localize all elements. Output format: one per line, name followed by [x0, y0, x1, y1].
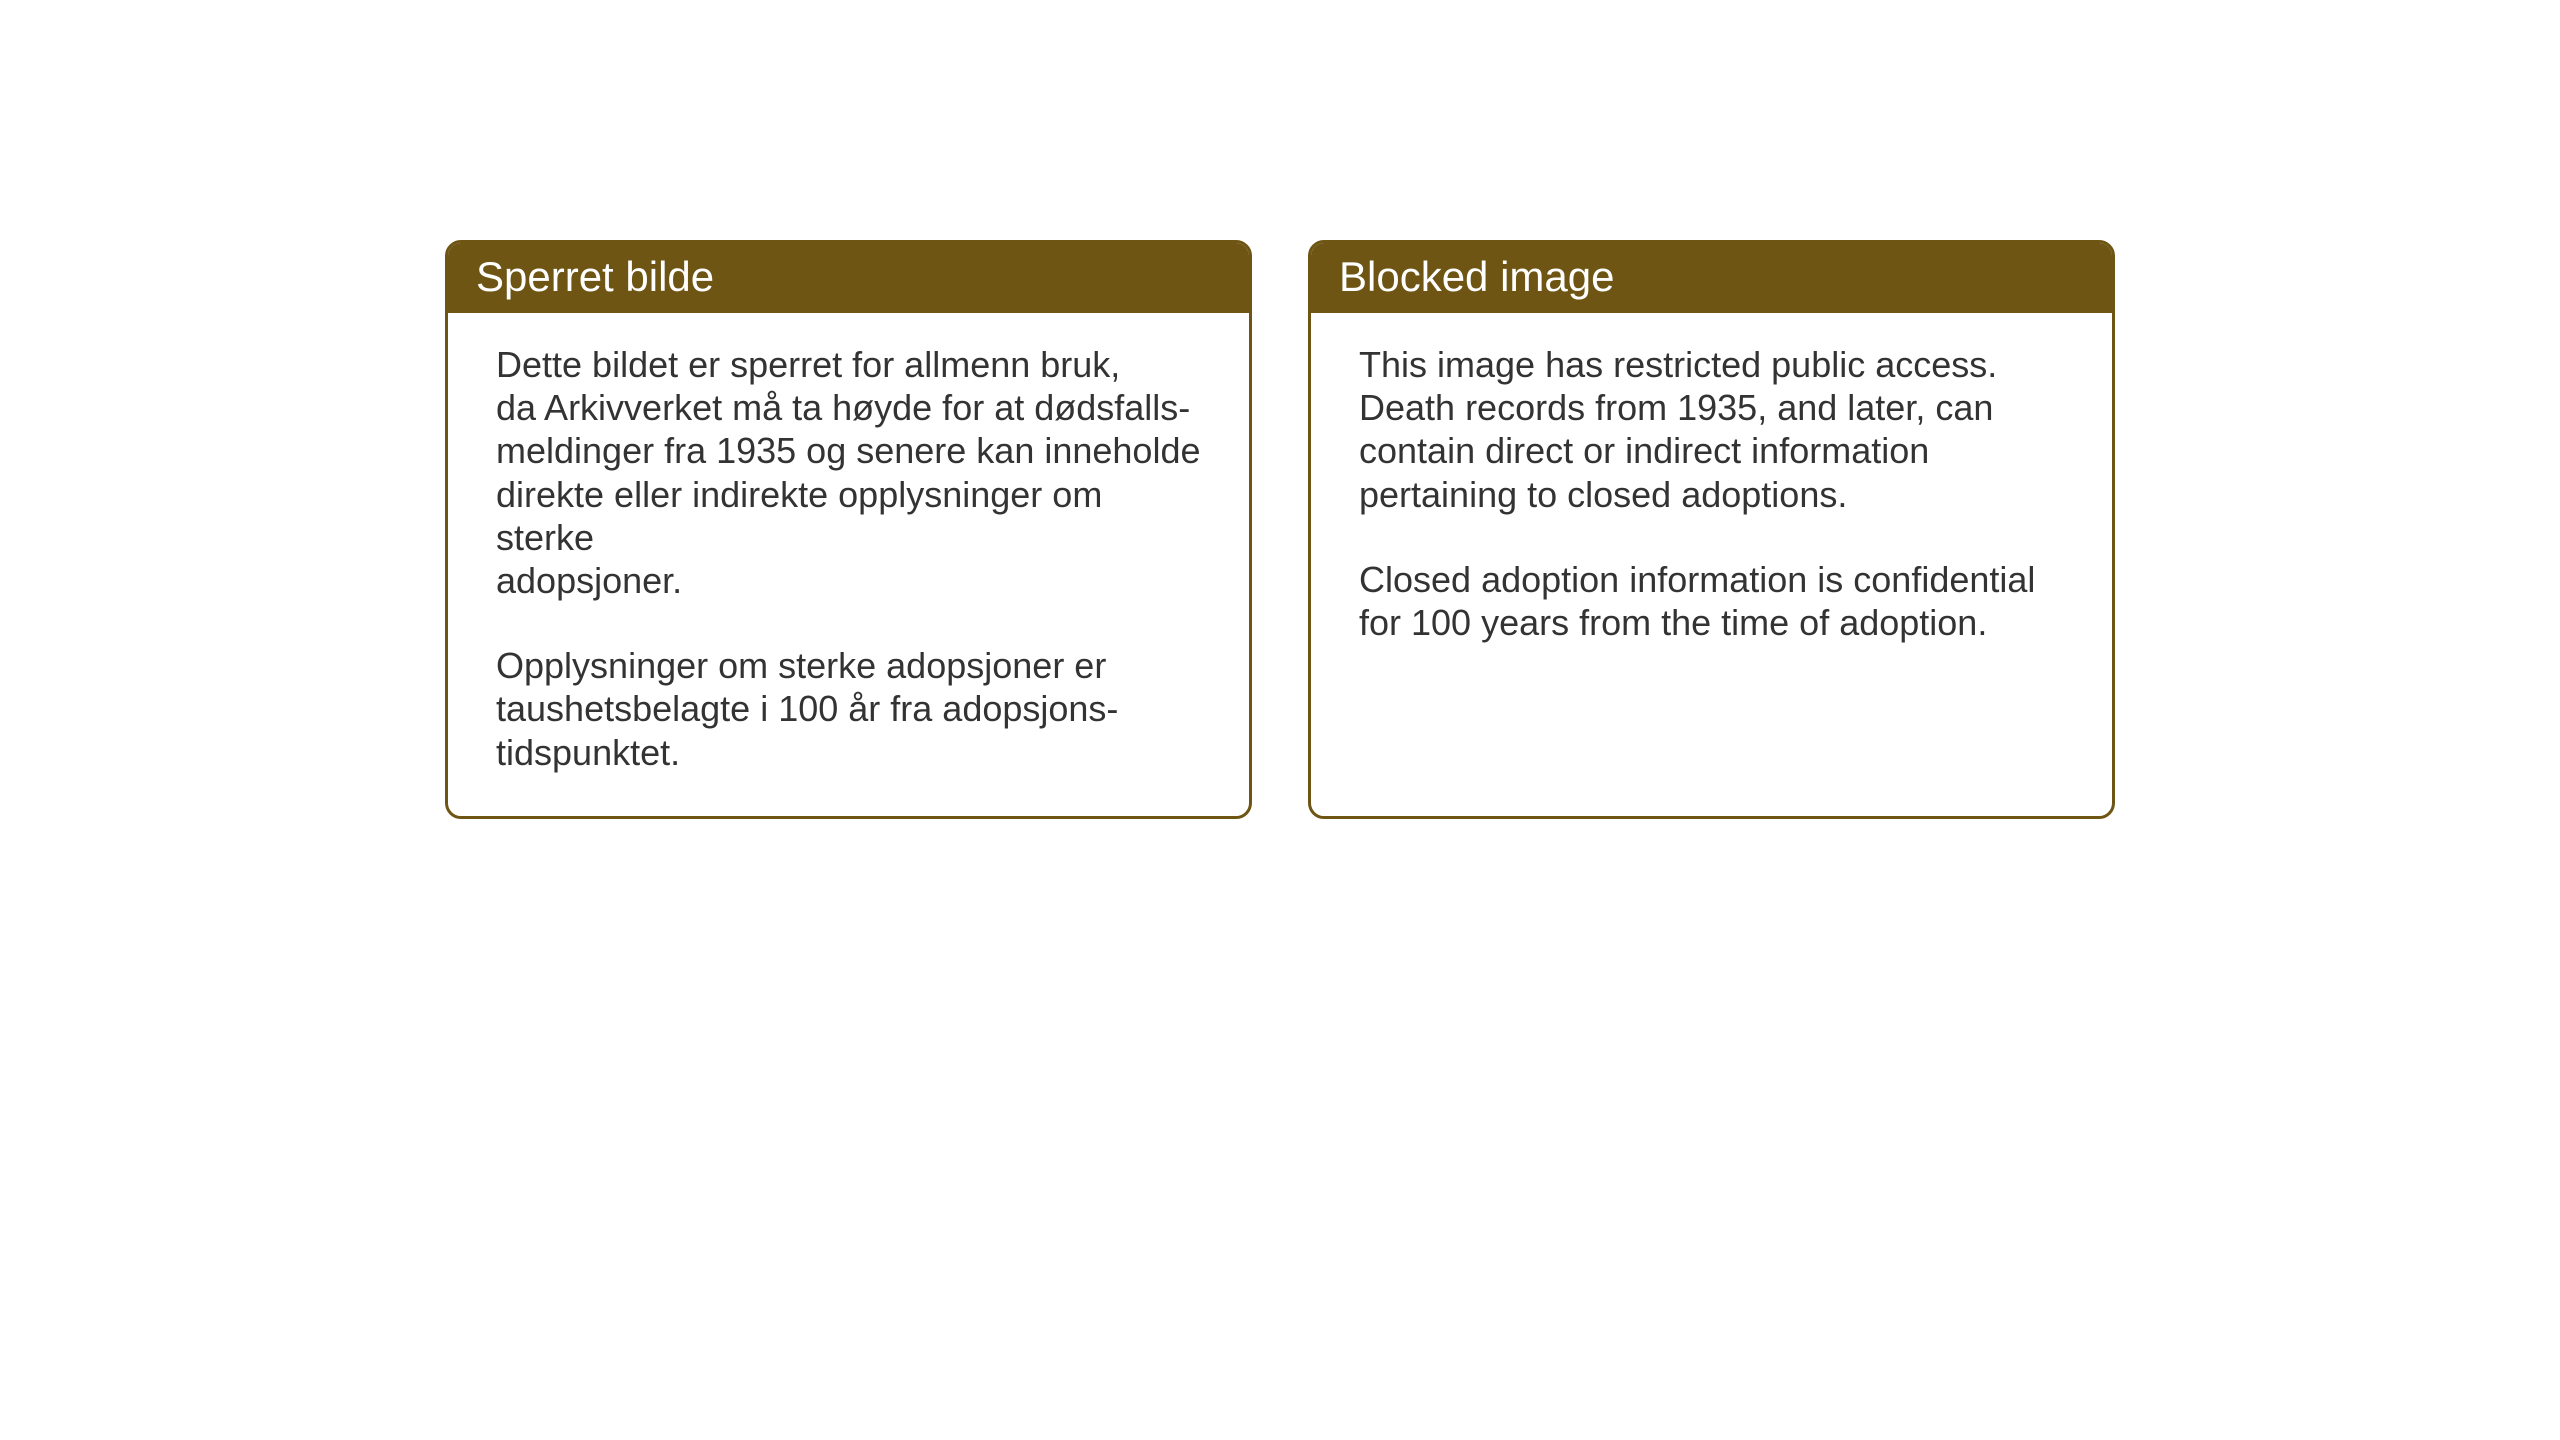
text-line: adopsjoner.: [496, 560, 682, 601]
english-paragraph-1: This image has restricted public access.…: [1359, 343, 2064, 516]
norwegian-paragraph-2: Opplysninger om sterke adopsjoner er tau…: [496, 644, 1201, 774]
text-line: da Arkivverket må ta høyde for at dødsfa…: [496, 387, 1190, 428]
english-card-header: Blocked image: [1311, 243, 2112, 313]
english-card-body: This image has restricted public access.…: [1311, 313, 2112, 686]
english-card: Blocked image This image has restricted …: [1308, 240, 2115, 819]
norwegian-card: Sperret bilde Dette bildet er sperret fo…: [445, 240, 1252, 819]
text-line: tidspunktet.: [496, 732, 680, 773]
text-line: This image has restricted public access.: [1359, 344, 1997, 385]
text-line: for 100 years from the time of adoption.: [1359, 602, 1987, 643]
cards-container: Sperret bilde Dette bildet er sperret fo…: [445, 240, 2115, 819]
text-line: taushetsbelagte i 100 år fra adopsjons-: [496, 688, 1118, 729]
text-line: Opplysninger om sterke adopsjoner er: [496, 645, 1106, 686]
text-line: meldinger fra 1935 og senere kan innehol…: [496, 430, 1201, 471]
norwegian-paragraph-1: Dette bildet er sperret for allmenn bruk…: [496, 343, 1201, 602]
text-line: Death records from 1935, and later, can: [1359, 387, 1993, 428]
text-line: direkte eller indirekte opplysninger om …: [496, 474, 1102, 558]
text-line: Closed adoption information is confident…: [1359, 559, 2035, 600]
text-line: pertaining to closed adoptions.: [1359, 474, 1847, 515]
norwegian-card-header: Sperret bilde: [448, 243, 1249, 313]
text-line: contain direct or indirect information: [1359, 430, 1929, 471]
english-paragraph-2: Closed adoption information is confident…: [1359, 558, 2064, 644]
norwegian-card-body: Dette bildet er sperret for allmenn bruk…: [448, 313, 1249, 816]
text-line: Dette bildet er sperret for allmenn bruk…: [496, 344, 1120, 385]
